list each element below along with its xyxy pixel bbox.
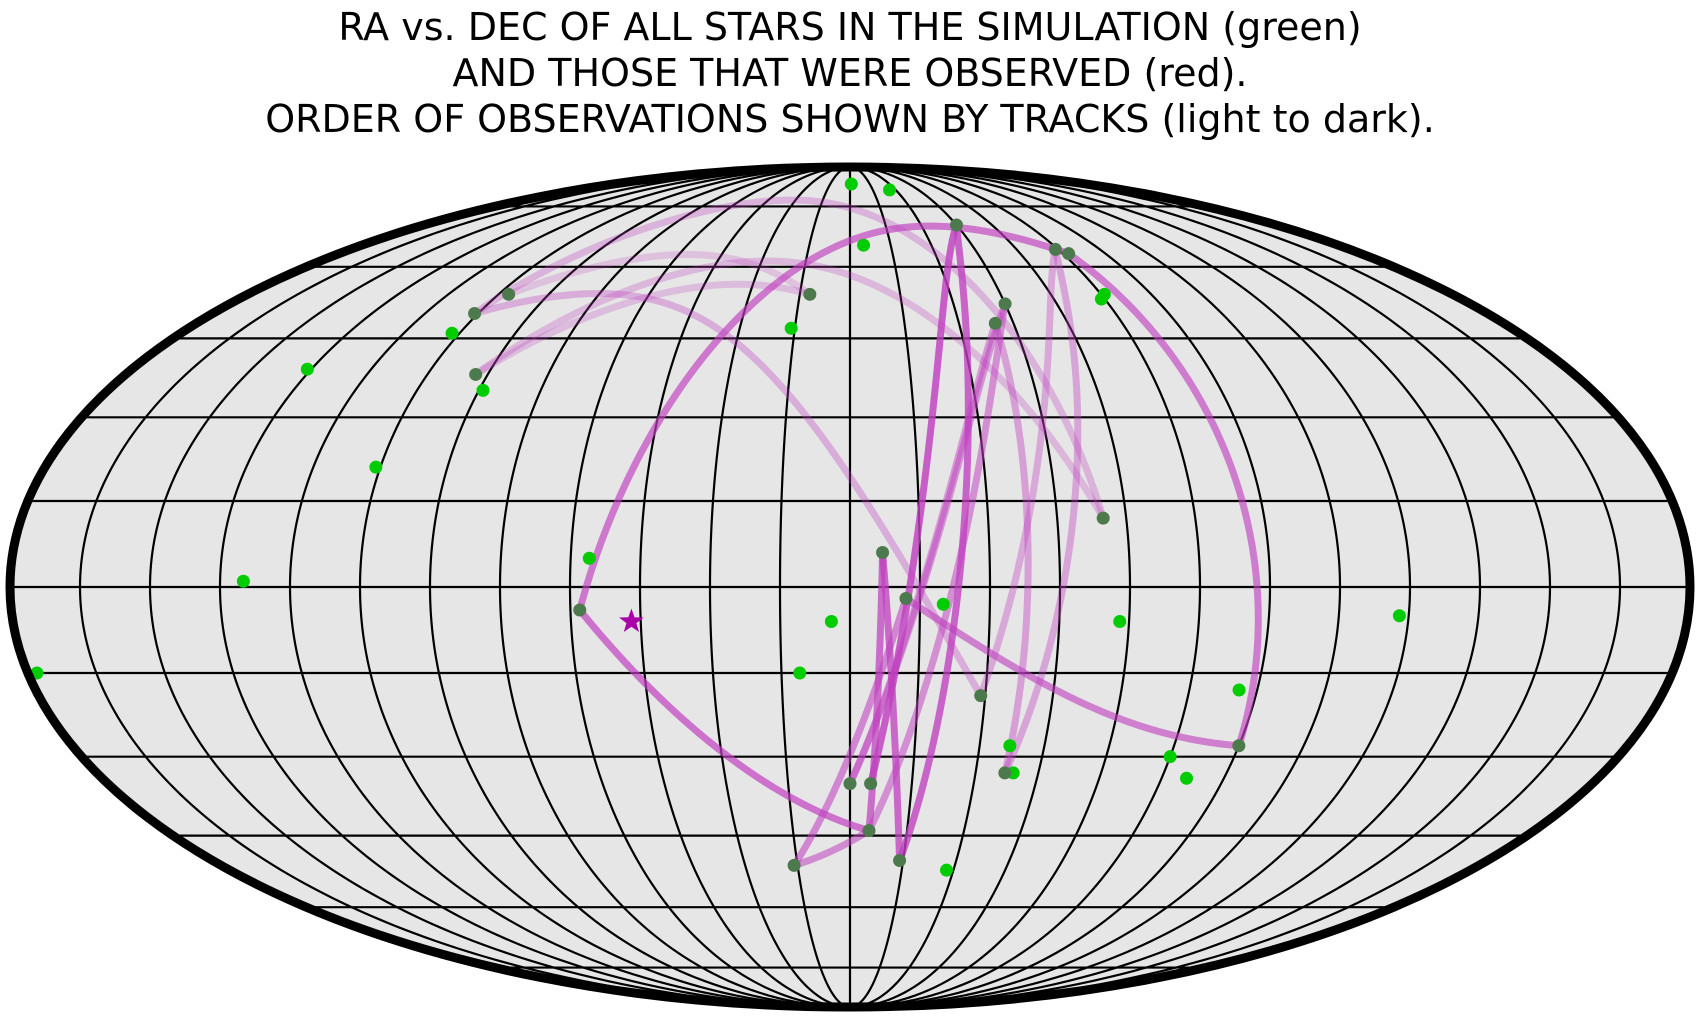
meridian-line	[78, 167, 851, 1007]
chart-title-line-3: ORDER OF OBSERVATIONS SHOWN BY TRACKS (l…	[265, 97, 1435, 141]
star-point	[784, 321, 798, 335]
meridian-line	[849, 167, 1202, 1007]
star-point	[1232, 683, 1246, 697]
observation-track-segment	[896, 221, 972, 864]
observed-star-point	[573, 603, 587, 617]
observed-star-point	[998, 766, 1012, 780]
observed-star-point	[1048, 242, 1062, 256]
star-point	[582, 551, 596, 565]
observation-track-segment	[846, 319, 999, 788]
meridian-line	[849, 167, 1272, 1007]
projection-border	[5, 162, 1695, 1012]
meridian-line	[498, 167, 851, 1007]
observation-track-segment	[471, 290, 985, 700]
star-point	[236, 574, 250, 588]
observation-track-segment	[977, 245, 1059, 700]
observed-star-point	[988, 316, 1002, 330]
observed-star-point	[502, 287, 516, 301]
observed-stars-layer	[468, 218, 1246, 872]
star-point	[1392, 609, 1406, 623]
meridian-line	[849, 167, 1622, 1007]
star-point	[857, 238, 871, 252]
observed-star-point	[468, 307, 482, 321]
star-point	[369, 460, 383, 474]
observed-star-point	[862, 824, 876, 838]
chart-title-line-2: AND THOSE THAT WERE OBSERVED (red).	[453, 51, 1248, 95]
observed-star-point	[843, 777, 857, 791]
observation-track-segment	[1065, 250, 1262, 750]
observation-track-segment	[846, 300, 1009, 788]
observed-star-point	[974, 689, 988, 703]
meridian-line	[849, 167, 1482, 1007]
observation-track-segment	[472, 257, 1107, 522]
star-point	[300, 362, 314, 376]
star-point	[1113, 615, 1127, 629]
observed-star-point	[949, 218, 963, 232]
meridian-line	[218, 167, 851, 1007]
observation-track-segment	[505, 251, 814, 298]
observed-star-point	[998, 297, 1012, 311]
observed-star-point	[803, 287, 817, 301]
star-point	[824, 615, 838, 629]
star-point	[940, 863, 954, 877]
observed-star-point	[1096, 511, 1110, 525]
star-point	[1003, 739, 1017, 753]
meridian-line	[849, 167, 1552, 1007]
observation-track-segment	[576, 222, 1073, 614]
observed-star-point	[864, 777, 878, 791]
observed-star-point	[876, 545, 890, 559]
observation-track-segment	[790, 827, 873, 869]
meridian-line	[638, 167, 851, 1007]
observed-star-point	[1232, 739, 1246, 753]
star-marker	[619, 608, 644, 633]
observation-track-segment	[991, 319, 1032, 777]
chart-title-line-1: RA vs. DEC OF ALL STARS IN THE SIMULATIO…	[338, 5, 1361, 49]
meridian-line	[288, 167, 851, 1007]
meridian-line	[849, 167, 992, 1007]
meridian-line	[708, 167, 851, 1007]
meridian-line	[849, 167, 1412, 1007]
observed-star-point	[899, 592, 913, 606]
observation-track-segment	[867, 221, 960, 788]
observation-track-segment	[472, 280, 814, 378]
meridian-line	[148, 167, 851, 1007]
observed-star-point	[1062, 247, 1076, 261]
meridian-line	[849, 167, 1132, 1007]
star-point	[1097, 287, 1111, 301]
observation-tracks	[471, 196, 1262, 869]
star-point	[936, 597, 950, 611]
star-point	[844, 177, 858, 191]
observed-star-point	[787, 858, 801, 872]
star-point	[1180, 771, 1194, 785]
observation-track-segment	[471, 196, 1107, 522]
meridian-line	[568, 167, 851, 1007]
observed-star-point	[893, 853, 907, 867]
observation-track-segment	[902, 595, 1243, 750]
all-stars-layer	[30, 177, 1406, 877]
marker-layer	[619, 608, 644, 633]
observation-track-segment	[879, 548, 904, 864]
meridian-line	[428, 167, 851, 1007]
star-point	[476, 383, 490, 397]
meridian-line	[849, 167, 1062, 1007]
meridian-line	[358, 167, 851, 1007]
meridian-line	[849, 167, 1342, 1007]
observed-star-point	[469, 367, 483, 381]
observation-track-segment	[576, 606, 873, 835]
star-point	[1163, 750, 1177, 764]
star-point	[793, 666, 807, 680]
star-point	[445, 326, 459, 340]
star-point	[883, 183, 897, 197]
meridian-line	[849, 167, 922, 1007]
